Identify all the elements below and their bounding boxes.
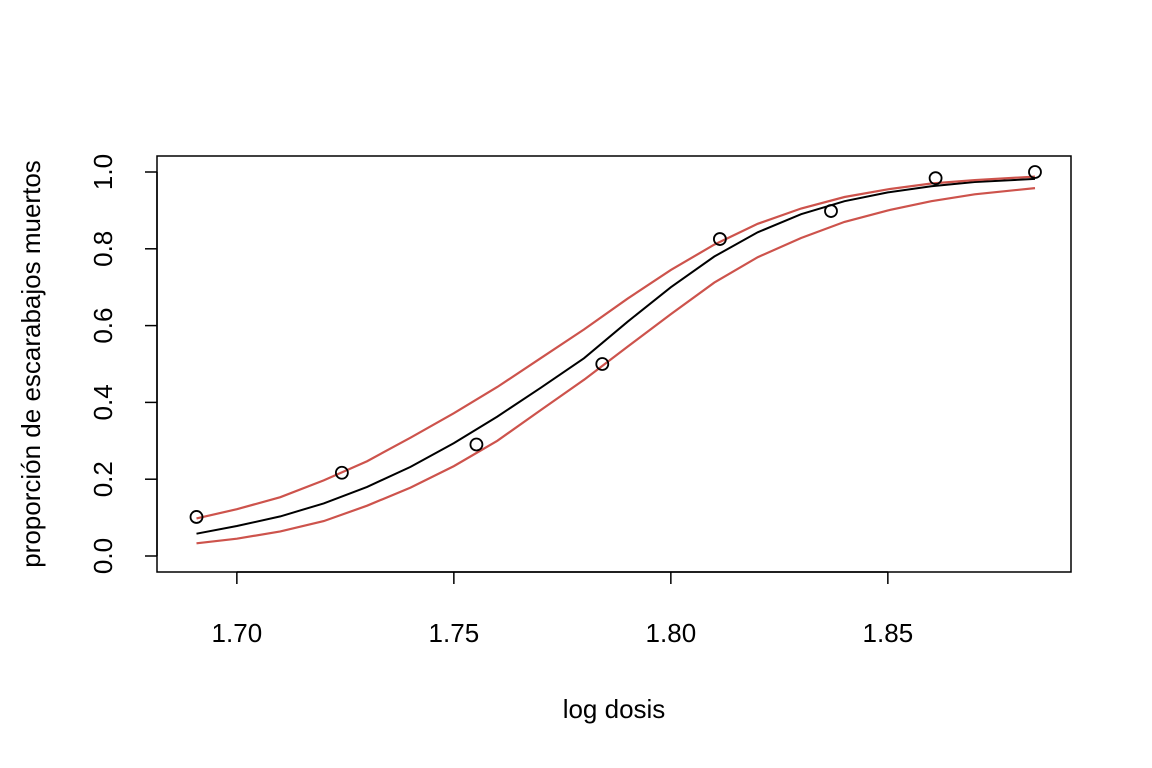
x-tick-label: 1.85 [863, 618, 914, 648]
data-point [334, 465, 349, 480]
data-point [928, 171, 943, 186]
upper-band-line [196, 175, 1036, 520]
y-tick-label: 0.8 [88, 231, 118, 267]
y-axis: 0.0 0.2 0.4 0.6 0.8 1.0 [88, 154, 158, 574]
x-tick-label: 1.70 [212, 618, 263, 648]
data-point [1028, 165, 1042, 179]
data-point [712, 232, 727, 246]
y-tick-label: 0.6 [88, 308, 118, 344]
y-tick-label: 0.4 [88, 384, 118, 420]
series-layer [196, 175, 1036, 545]
y-tick-label: 0.2 [88, 461, 118, 497]
x-tick-label: 1.75 [429, 618, 480, 648]
y-axis-label: proporción de escarabajos muertos [16, 160, 46, 568]
data-point [469, 437, 484, 452]
points-layer [189, 165, 1042, 524]
x-tick-label: 1.80 [646, 618, 697, 648]
x-axis-label: log dosis [563, 694, 666, 724]
data-point [824, 204, 838, 218]
y-tick-label: 0.0 [88, 538, 118, 574]
x-axis: 1.70 1.75 1.80 1.85 [212, 571, 914, 648]
fit-line [196, 177, 1036, 535]
data-point [189, 510, 204, 524]
data-point [595, 357, 610, 371]
lower-band-line [196, 187, 1036, 545]
y-tick-label: 1.0 [88, 154, 118, 190]
